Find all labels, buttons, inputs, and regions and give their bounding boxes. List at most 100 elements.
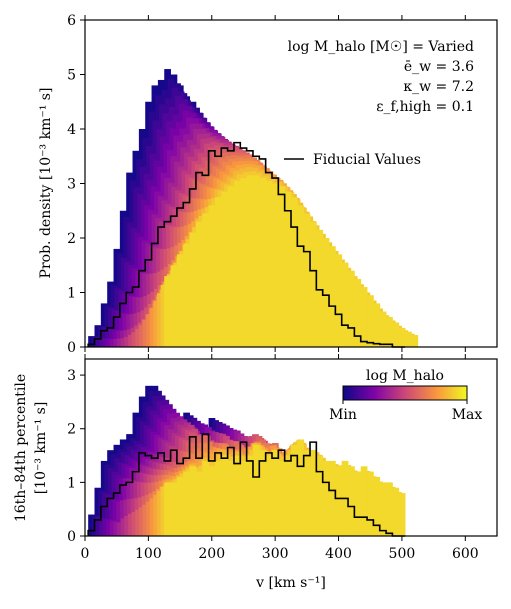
varied-bar	[411, 335, 419, 347]
varied-bar	[271, 183, 279, 347]
varied-bar	[115, 311, 123, 347]
varied-bar	[214, 197, 222, 347]
varied-bar	[153, 300, 161, 347]
x-tick-label: 100	[135, 546, 162, 562]
varied-bar	[360, 466, 368, 536]
varied-bar	[128, 513, 135, 536]
varied-bar	[252, 175, 260, 347]
varied-bar	[95, 516, 103, 536]
varied-bar	[170, 265, 178, 347]
varied-bar	[386, 482, 393, 536]
varied-bar	[146, 501, 153, 536]
y-tick-label: 6	[67, 13, 76, 29]
y-tick-label: 0	[67, 529, 76, 545]
x-axis-label: v [km s⁻¹]	[255, 575, 326, 591]
top-annotations: log M_halo [M☉] = Varied ē_w = 3.6 κ_w = 7…	[288, 39, 474, 115]
varied-bar	[189, 232, 197, 347]
varied-bar	[112, 499, 120, 536]
varied-bar	[146, 314, 153, 347]
varied-bar	[316, 455, 324, 536]
annotation-line: log M_halo [M☉] = Varied	[288, 39, 474, 55]
varied-bar	[398, 493, 406, 536]
varied-bar	[95, 337, 103, 347]
top-x-ticks	[84, 15, 466, 352]
x-tick-label: 500	[389, 546, 416, 562]
bottom-fiducial-step-line	[87, 433, 406, 537]
varied-bar	[265, 180, 273, 347]
varied-bar	[111, 309, 119, 347]
colorbar-min-label: Min	[329, 407, 357, 423]
x-tick-label: 600	[452, 546, 479, 562]
varied-bar	[88, 336, 95, 347]
varied-bar	[227, 186, 235, 347]
varied-bar	[316, 229, 324, 347]
varied-bar	[101, 327, 109, 347]
varied-bar	[322, 238, 330, 347]
x-tick-label: 0	[81, 546, 90, 562]
y-tick-label: 5	[67, 68, 76, 84]
y-tick-label: 3	[67, 177, 76, 193]
bottom-x-ticks: 0 100 200 300 400 500 600	[81, 354, 479, 562]
varied-bar	[398, 327, 406, 347]
varied-bar	[310, 450, 317, 536]
varied-bar	[164, 276, 171, 347]
y-tick-label: 1	[67, 475, 76, 491]
varied-bar	[120, 518, 128, 536]
varied-bar	[386, 317, 393, 347]
varied-bar	[195, 221, 203, 347]
legend-label: Fiducial Values	[313, 152, 421, 168]
varied-bar	[195, 471, 203, 536]
x-tick-label: 200	[198, 546, 225, 562]
varied-bar	[156, 490, 164, 536]
varied-bar	[118, 312, 126, 347]
varied-bar	[367, 295, 374, 347]
varied-bar	[117, 522, 124, 536]
varied-bar	[335, 254, 343, 347]
varied-bar	[329, 460, 336, 536]
varied-bar	[284, 191, 292, 347]
varied-bar	[116, 501, 123, 536]
varied-bar	[128, 334, 135, 347]
varied-bar	[109, 520, 117, 536]
annotation-line: ē_w = 3.6	[404, 59, 474, 75]
varied-bar	[348, 466, 355, 536]
colorbar: log M_halo Min Max	[329, 368, 482, 423]
varied-bar	[405, 331, 412, 347]
varied-bar	[170, 482, 178, 536]
varied-bar	[208, 205, 216, 347]
varied-bar	[109, 339, 117, 347]
varied-bar	[379, 311, 387, 347]
varied-bar	[322, 460, 330, 536]
varied-bar	[149, 498, 157, 536]
bottom-y-ticks: 0 1 2 3	[67, 368, 85, 545]
varied-bar	[240, 460, 248, 536]
varied-bar	[208, 466, 216, 536]
bottom-y-axis-label-line2: [10⁻³ km⁻¹ s]	[33, 402, 49, 495]
varied-bar	[183, 243, 190, 347]
varied-bar	[135, 328, 142, 347]
colorbar-max-label: Max	[452, 407, 483, 423]
varied-bar	[183, 471, 190, 536]
varied-bar	[221, 191, 229, 347]
varied-bar	[105, 328, 113, 347]
varied-bar	[138, 325, 146, 347]
x-tick-label: 300	[262, 546, 289, 562]
varied-bar	[176, 477, 184, 536]
varied-bar	[106, 519, 114, 536]
bottom-y-axis-label-line1: 16th–84th percentile	[13, 374, 29, 522]
top-y-axis-label: Prob. density [10⁻³ km⁻¹ s]	[38, 88, 54, 279]
varied-bar	[108, 496, 116, 536]
bottom-axes-frame	[84, 358, 498, 537]
varied-bar	[373, 477, 381, 536]
varied-bar	[373, 303, 381, 347]
y-tick-label: 2	[67, 422, 76, 438]
varied-bar	[221, 455, 229, 536]
varied-bar	[348, 270, 355, 347]
varied-bar	[102, 338, 110, 347]
varied-bar	[156, 293, 164, 347]
varied-bar	[153, 494, 161, 536]
varied-bar	[341, 262, 349, 347]
varied-bar	[138, 507, 146, 536]
varied-bar	[246, 455, 254, 536]
varied-bar	[94, 325, 102, 347]
